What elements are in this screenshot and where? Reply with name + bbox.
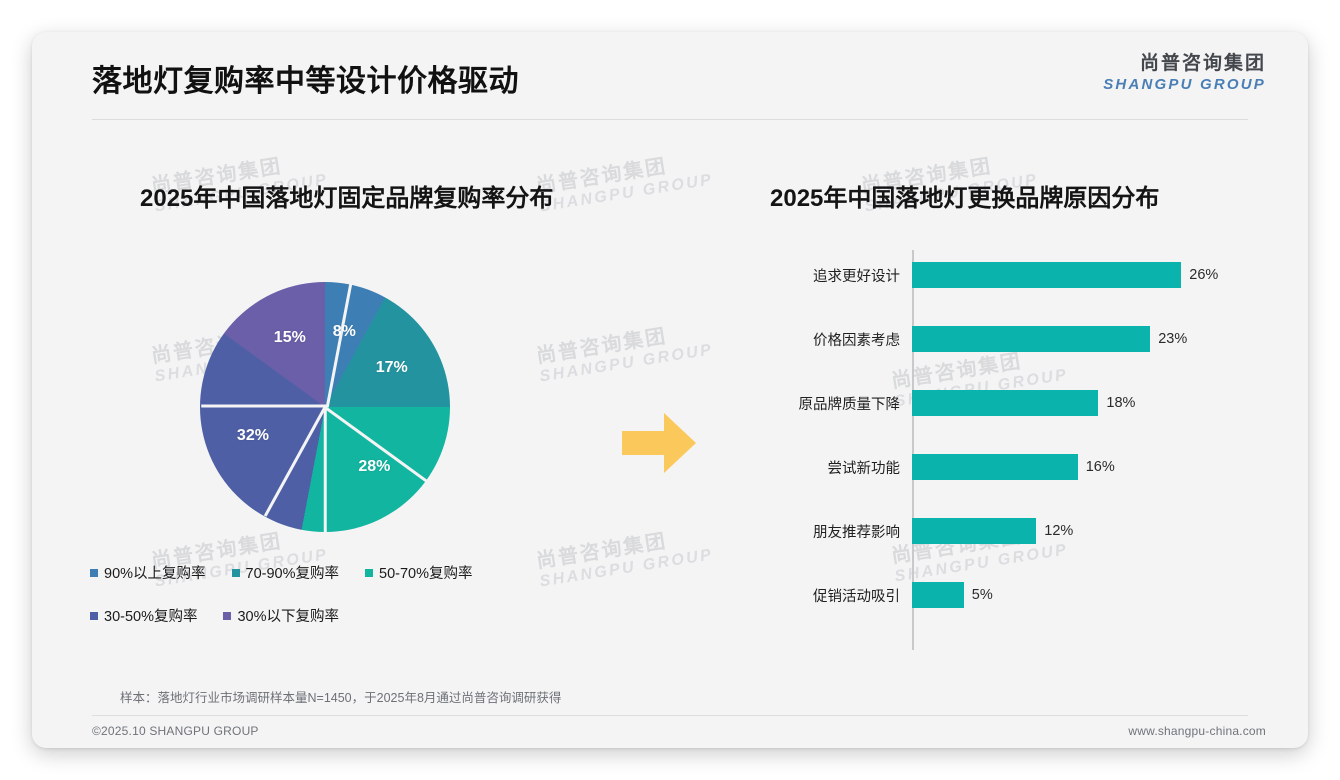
bar-row: 价格因素考虑 23%: [722, 326, 1282, 352]
legend-label: 30-50%复购率: [104, 609, 198, 625]
bar-value-label: 26%: [1189, 267, 1219, 283]
legend-label: 90%以上复购率: [104, 566, 206, 582]
bar-track: 23%: [912, 326, 1282, 352]
pie-slice-label: 17%: [375, 358, 408, 376]
legend-item[interactable]: 90%以上复购率: [90, 562, 206, 583]
legend-label: 70-90%复购率: [245, 566, 340, 582]
legend-label: 50-70%复购率: [379, 566, 473, 582]
legend-item[interactable]: 30-50%复购率: [90, 605, 197, 626]
bar-track: 5%: [912, 582, 1282, 608]
bar-fill[interactable]: [912, 326, 1151, 352]
slide-body: 2025年中国落地灯固定品牌复购率分布 8% 17% 28% 32% 15% 90%以上…: [32, 122, 1308, 682]
bar-row: 原品牌质量下降 18%: [722, 390, 1282, 416]
website-link[interactable]: www.shangpu-china.com: [1128, 724, 1266, 738]
legend-row: 90%以上复购率 70-90%复购率 50-70%复购率: [90, 562, 650, 583]
footer-divider: [92, 715, 1248, 716]
pie-legend: 90%以上复购率 70-90%复购率 50-70%复购率 30-50%复购率 30%以…: [90, 562, 650, 648]
bar-value-label: 23%: [1158, 331, 1188, 347]
pie-slice-label: 32%: [236, 426, 269, 444]
pie-slice-separator: [201, 404, 327, 407]
bar-value-label: 5%: [971, 587, 993, 603]
copyright-text: ©2025.10 SHANGPU GROUP: [92, 724, 259, 738]
bar-chart-panel: 2025年中国落地灯更换品牌原因分布 追求更好设计 26% 价格因素考虑 23% 原品牌…: [692, 122, 1292, 682]
bar-category-label: 追求更好设计: [813, 268, 900, 285]
right-arrow-icon: [620, 407, 698, 479]
bar-chart-axis: [912, 250, 914, 650]
bar-value-label: 12%: [1044, 523, 1074, 539]
legend-swatch-icon: [231, 568, 240, 577]
header-divider: [92, 119, 1248, 120]
bar-row: 促销活动吸引 5%: [722, 582, 1282, 608]
page-title: 落地灯复购率中等设计价格驱动: [92, 65, 519, 98]
pie-slice-label: 15%: [273, 328, 306, 346]
pie-slice-label: 28%: [358, 457, 391, 475]
bar-fill[interactable]: [912, 518, 1037, 544]
logo-en-text: SHANGPU GROUP: [1103, 75, 1266, 93]
legend-swatch-icon: [90, 611, 98, 620]
slide-card: 尚普咨询集团 SHANGPU GROUP 尚普咨询集团 SHANGPU GROU…: [32, 32, 1308, 748]
bar-category-label: 朋友推荐影响: [813, 524, 900, 541]
bar-value-label: 18%: [1106, 395, 1136, 411]
bar-track: 16%: [912, 454, 1282, 480]
pie-chart-panel: 2025年中国落地灯固定品牌复购率分布 8% 17% 28% 32% 15% 90%以上…: [62, 122, 672, 682]
pie-chart-title: 2025年中国落地灯固定品牌复购率分布: [140, 185, 554, 212]
bar-category-label: 尝试新功能: [827, 460, 901, 477]
bar-fill[interactable]: [912, 390, 1099, 416]
pie-chart: 8% 17% 28% 32% 15%: [200, 282, 450, 532]
logo-cn-text: 尚普咨询集团: [1139, 53, 1266, 74]
slide-header: 落地灯复购率中等设计价格驱动 尚普咨询集团 SHANGPU GROUP: [32, 32, 1308, 122]
bar-track: 26%: [912, 262, 1282, 288]
bar-category-label: 促销活动吸引: [813, 588, 900, 605]
bar-category-label: 原品牌质量下降: [798, 396, 901, 413]
pie-slice-label: 8%: [332, 322, 356, 340]
bar-chart: 追求更好设计 26% 价格因素考虑 23% 原品牌质量下降 18% 尝试新功能 16% 朋友推荐…: [722, 250, 1282, 650]
bar-chart-title: 2025年中国落地灯更换品牌原因分布: [770, 185, 1160, 212]
bar-row: 朋友推荐影响 12%: [722, 518, 1282, 544]
slide-footer: ©2025.10 SHANGPU GROUP www.shangpu-china…: [32, 716, 1308, 748]
bar-row: 尝试新功能 16%: [722, 454, 1282, 480]
bar-track: 18%: [912, 390, 1282, 416]
pie-slice-separator: [323, 407, 327, 532]
bar-track: 12%: [912, 518, 1282, 544]
legend-item[interactable]: 50-70%复购率: [365, 562, 473, 583]
brand-logo: 尚普咨询集团 SHANGPU GROUP: [1103, 53, 1266, 93]
sample-note: 样本：落地灯行业市场调研样本量N=1450，于2025年8月通过尚普咨询调研获得: [120, 691, 562, 705]
bar-fill[interactable]: [912, 454, 1078, 480]
legend-swatch-icon: [365, 568, 374, 577]
bar-fill[interactable]: [912, 582, 964, 608]
legend-label: 30%以下复购率: [237, 609, 340, 625]
legend-row: 30-50%复购率 30%以下复购率: [90, 605, 650, 626]
legend-item[interactable]: 70-90%复购率: [231, 562, 340, 583]
legend-swatch-icon: [90, 568, 98, 577]
legend-item[interactable]: 30%以下复购率: [223, 605, 339, 626]
bar-category-label: 价格因素考虑: [813, 332, 900, 349]
legend-swatch-icon: [223, 611, 232, 620]
bar-row: 追求更好设计 26%: [722, 262, 1282, 288]
bar-fill[interactable]: [912, 262, 1182, 288]
bar-value-label: 16%: [1085, 459, 1115, 475]
